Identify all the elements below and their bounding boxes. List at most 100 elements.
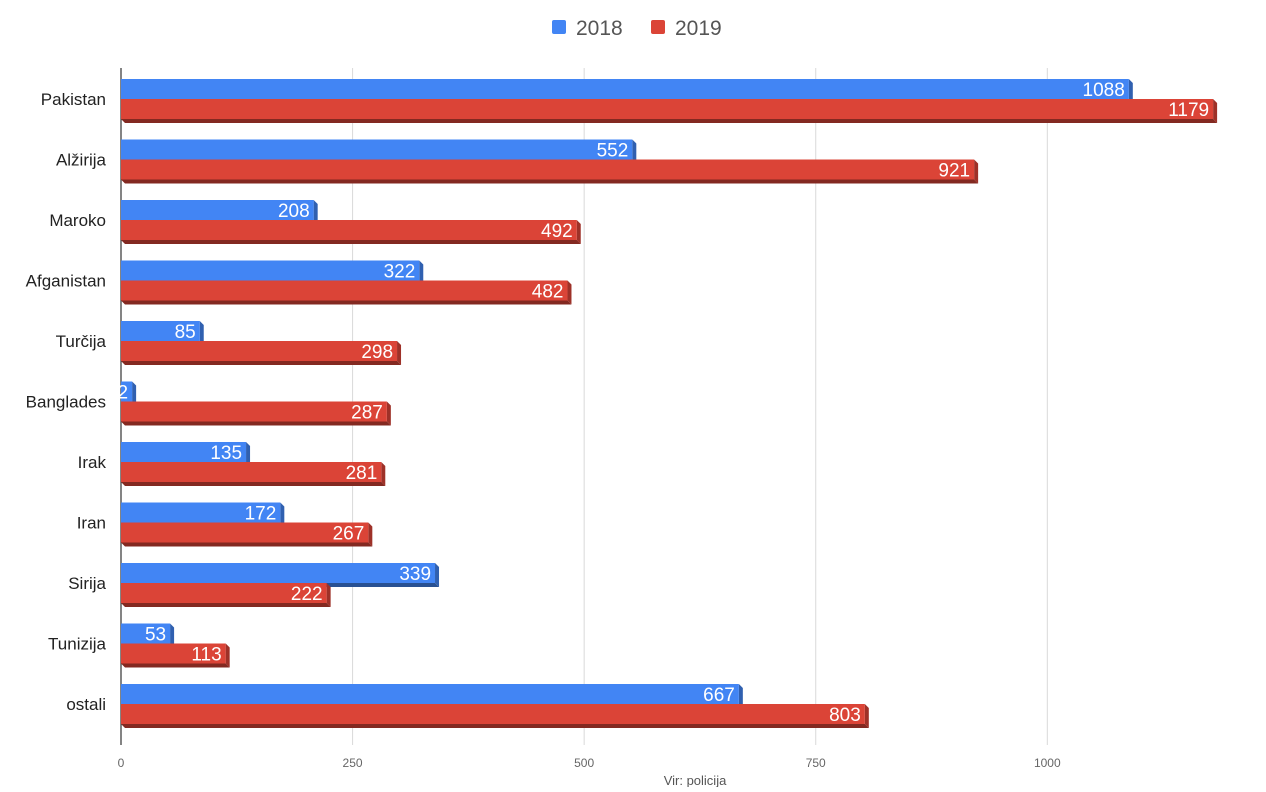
bar-side-2019-pakistan (1213, 99, 1218, 123)
bar-face-2019-alzirija (121, 159, 975, 180)
bar-side-2018-maroko (313, 200, 318, 224)
bar-face-2019-irak (121, 462, 382, 482)
bar-bottom-2019-maroko (121, 240, 581, 244)
data-label-2018-ostali: 667 (703, 685, 735, 706)
bar-side-2019-maroko (576, 220, 581, 244)
bar-2019-alzirija (121, 159, 979, 184)
bar-side-2018-ostali (738, 684, 743, 708)
x-tick-label-1000: 1000 (1034, 756, 1061, 770)
bar-side-2018-tunizija (170, 623, 175, 648)
data-label-2019-ostali: 803 (829, 705, 861, 726)
bar-side-2019-ostali (864, 704, 869, 728)
data-label-2018-sirija: 339 (399, 564, 431, 585)
bar-side-2018-banglades (132, 381, 137, 406)
bar-side-2019-sirija (326, 583, 331, 607)
bar-side-2018-afganistan (419, 260, 424, 285)
bar-face-2019-sirija (121, 583, 327, 603)
legend-label-2018: 2018 (576, 17, 623, 40)
bar-bottom-2019-sirija (121, 603, 331, 607)
bar-side-2019-alzirija (974, 159, 979, 184)
x-tick-label-250: 250 (343, 756, 363, 770)
bar-2019-turcija (121, 341, 402, 365)
data-label-2019-alzirija: 921 (938, 161, 970, 182)
bar-side-2018-alzirija (632, 139, 637, 164)
category-label-tunizija: Tunizija (48, 635, 106, 654)
bar-side-2019-irak (381, 462, 386, 486)
category-label-ostali: ostali (66, 695, 106, 714)
bar-side-2019-tunizija (225, 643, 230, 668)
bar-side-2019-afganistan (567, 280, 572, 305)
bar-2019-sirija (121, 583, 331, 607)
data-label-2019-iran: 267 (333, 524, 365, 545)
bar-bottom-2019-ostali (121, 724, 869, 728)
bar-face-2018-iran (121, 502, 281, 523)
bar-side-2018-irak (246, 442, 251, 466)
data-label-2018-iran: 172 (245, 504, 277, 525)
bar-2019-tunizija (121, 643, 230, 668)
data-label-2019-pakistan: 1179 (1168, 100, 1209, 121)
category-labels: Pakistan Alžirija Maroko Afganistan Turčija B… (26, 90, 107, 714)
bar-2019-banglades (121, 401, 391, 426)
bar-side-2018-pakistan (1128, 79, 1133, 103)
category-label-pakistan: Pakistan (41, 90, 106, 109)
category-label-afganistan: Afganistan (26, 272, 106, 291)
bar-side-2018-iran (280, 502, 285, 527)
data-label-2018-irak: 135 (210, 443, 242, 464)
data-label-2019-maroko: 492 (541, 221, 573, 242)
bar-2019-afganistan (121, 280, 572, 305)
category-label-iran: Iran (77, 514, 106, 533)
data-label-2019-irak: 281 (346, 463, 378, 484)
bar-face-2018-banglades (121, 381, 133, 402)
data-label-2018-afganistan: 322 (384, 262, 416, 283)
category-label-alzirija: Alžirija (56, 151, 107, 170)
x-tick-label-0: 0 (118, 756, 125, 770)
bar-2019-irak (121, 462, 386, 486)
bar-bottom-2019-pakistan (121, 119, 1218, 123)
data-label-2019-turcija: 298 (361, 342, 393, 363)
x-tick-label-750: 750 (806, 756, 826, 770)
data-label-2018-banglades: 12 (107, 383, 128, 404)
bar-side-2019-turcija (397, 341, 402, 365)
bar-face-2018-ostali (121, 684, 739, 704)
bar-face-2019-tunizija (121, 643, 226, 664)
legend-label-2019: 2019 (675, 17, 722, 40)
bar-face-2018-tunizija (121, 623, 171, 644)
bar-side-2019-iran (368, 522, 373, 547)
data-label-2019-afganistan: 482 (532, 282, 564, 303)
data-label-2018-alzirija: 552 (597, 141, 629, 162)
bar-bottom-2019-iran (121, 542, 373, 547)
bar-2019-ostali (121, 704, 869, 728)
bar-face-2018-pakistan (121, 79, 1129, 99)
x-tick-label-500: 500 (574, 756, 594, 770)
legend: 2018 2019 (552, 17, 722, 40)
source-note: Vir: policija (664, 773, 727, 787)
bar-face-2019-afganistan (121, 280, 568, 301)
bar-2019-pakistan (121, 99, 1218, 123)
bar-bottom-2019-afganistan (121, 300, 572, 305)
bars: 1088 1179 552 921 208 492 322 482 85 298 12 287 135 2… (107, 79, 1218, 728)
bar-face-2018-turcija (121, 321, 200, 341)
bar-bottom-2019-irak (121, 482, 386, 486)
bar-bottom-2019-alzirija (121, 179, 979, 184)
data-label-2018-tunizija: 53 (145, 625, 166, 646)
bar-face-2019-banglades (121, 401, 387, 422)
category-label-maroko: Maroko (49, 211, 106, 230)
bar-bottom-2019-turcija (121, 361, 402, 365)
bar-side-2019-banglades (386, 401, 391, 426)
legend-swatch-2018 (552, 20, 566, 34)
data-label-2018-turcija: 85 (175, 322, 196, 343)
bar-2019-maroko (121, 220, 581, 244)
category-label-irak: Irak (78, 453, 107, 472)
bar-face-2018-irak (121, 442, 247, 462)
data-label-2019-sirija: 222 (291, 584, 323, 605)
bar-bottom-2019-tunizija (121, 663, 230, 668)
data-label-2018-maroko: 208 (278, 201, 310, 222)
bar-2019-iran (121, 522, 373, 547)
bar-face-2019-ostali (121, 704, 865, 724)
bar-face-2019-maroko (121, 220, 577, 240)
data-label-2019-banglades: 287 (351, 403, 383, 424)
bar-face-2019-iran (121, 522, 369, 543)
bar-face-2018-afganistan (121, 260, 420, 281)
